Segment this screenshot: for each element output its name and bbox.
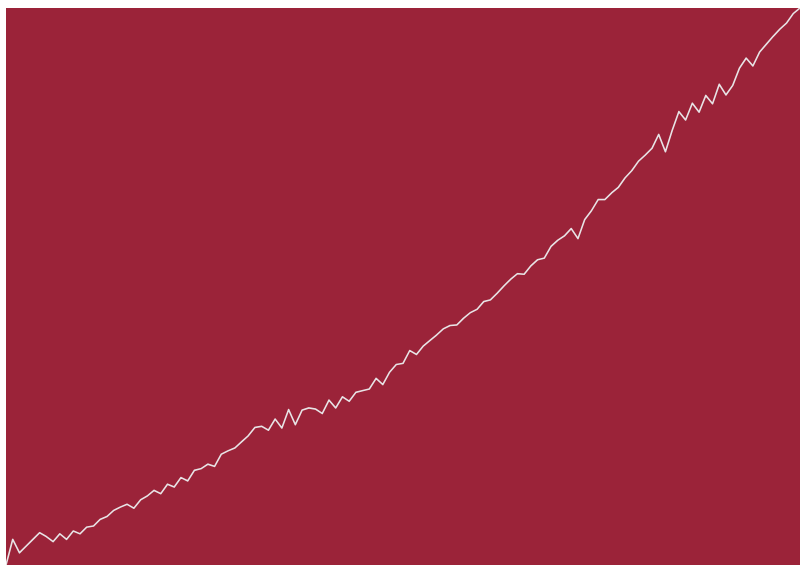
chart-area	[6, 8, 800, 565]
plot-background	[6, 8, 800, 565]
series-line-0	[6, 8, 800, 565]
series-layer	[6, 8, 800, 565]
line-chart	[6, 8, 800, 565]
